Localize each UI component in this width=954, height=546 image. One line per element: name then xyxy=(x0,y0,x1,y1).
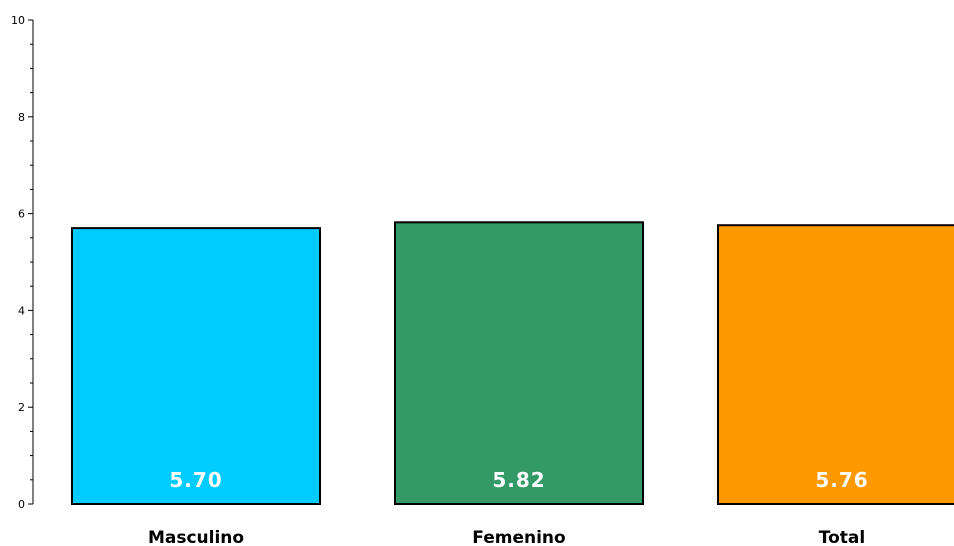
bar-value-label: 5.70 xyxy=(169,468,222,492)
bar-value-label: 5.82 xyxy=(492,468,545,492)
bar-value-label: 5.76 xyxy=(815,468,868,492)
bar-total xyxy=(717,224,954,505)
x-axis-labels: Masculino Femenino Total xyxy=(148,528,865,546)
y-tick-label: 8 xyxy=(18,111,25,124)
x-category-label: Femenino xyxy=(472,528,565,546)
y-tick-label: 6 xyxy=(18,208,25,221)
y-axis-ticks: 0 2 4 6 8 10 xyxy=(11,14,33,511)
x-category-label: Masculino xyxy=(148,528,244,546)
y-tick-label: 10 xyxy=(11,14,25,27)
y-tick-label: 4 xyxy=(18,304,25,317)
y-tick-label: 2 xyxy=(18,401,25,414)
bars: 5.70 5.82 5.76 xyxy=(71,221,954,505)
y-tick-label: 0 xyxy=(18,498,25,511)
x-category-label: Total xyxy=(819,528,865,546)
bar-femenino xyxy=(394,221,644,505)
bar-masculino xyxy=(71,227,321,505)
